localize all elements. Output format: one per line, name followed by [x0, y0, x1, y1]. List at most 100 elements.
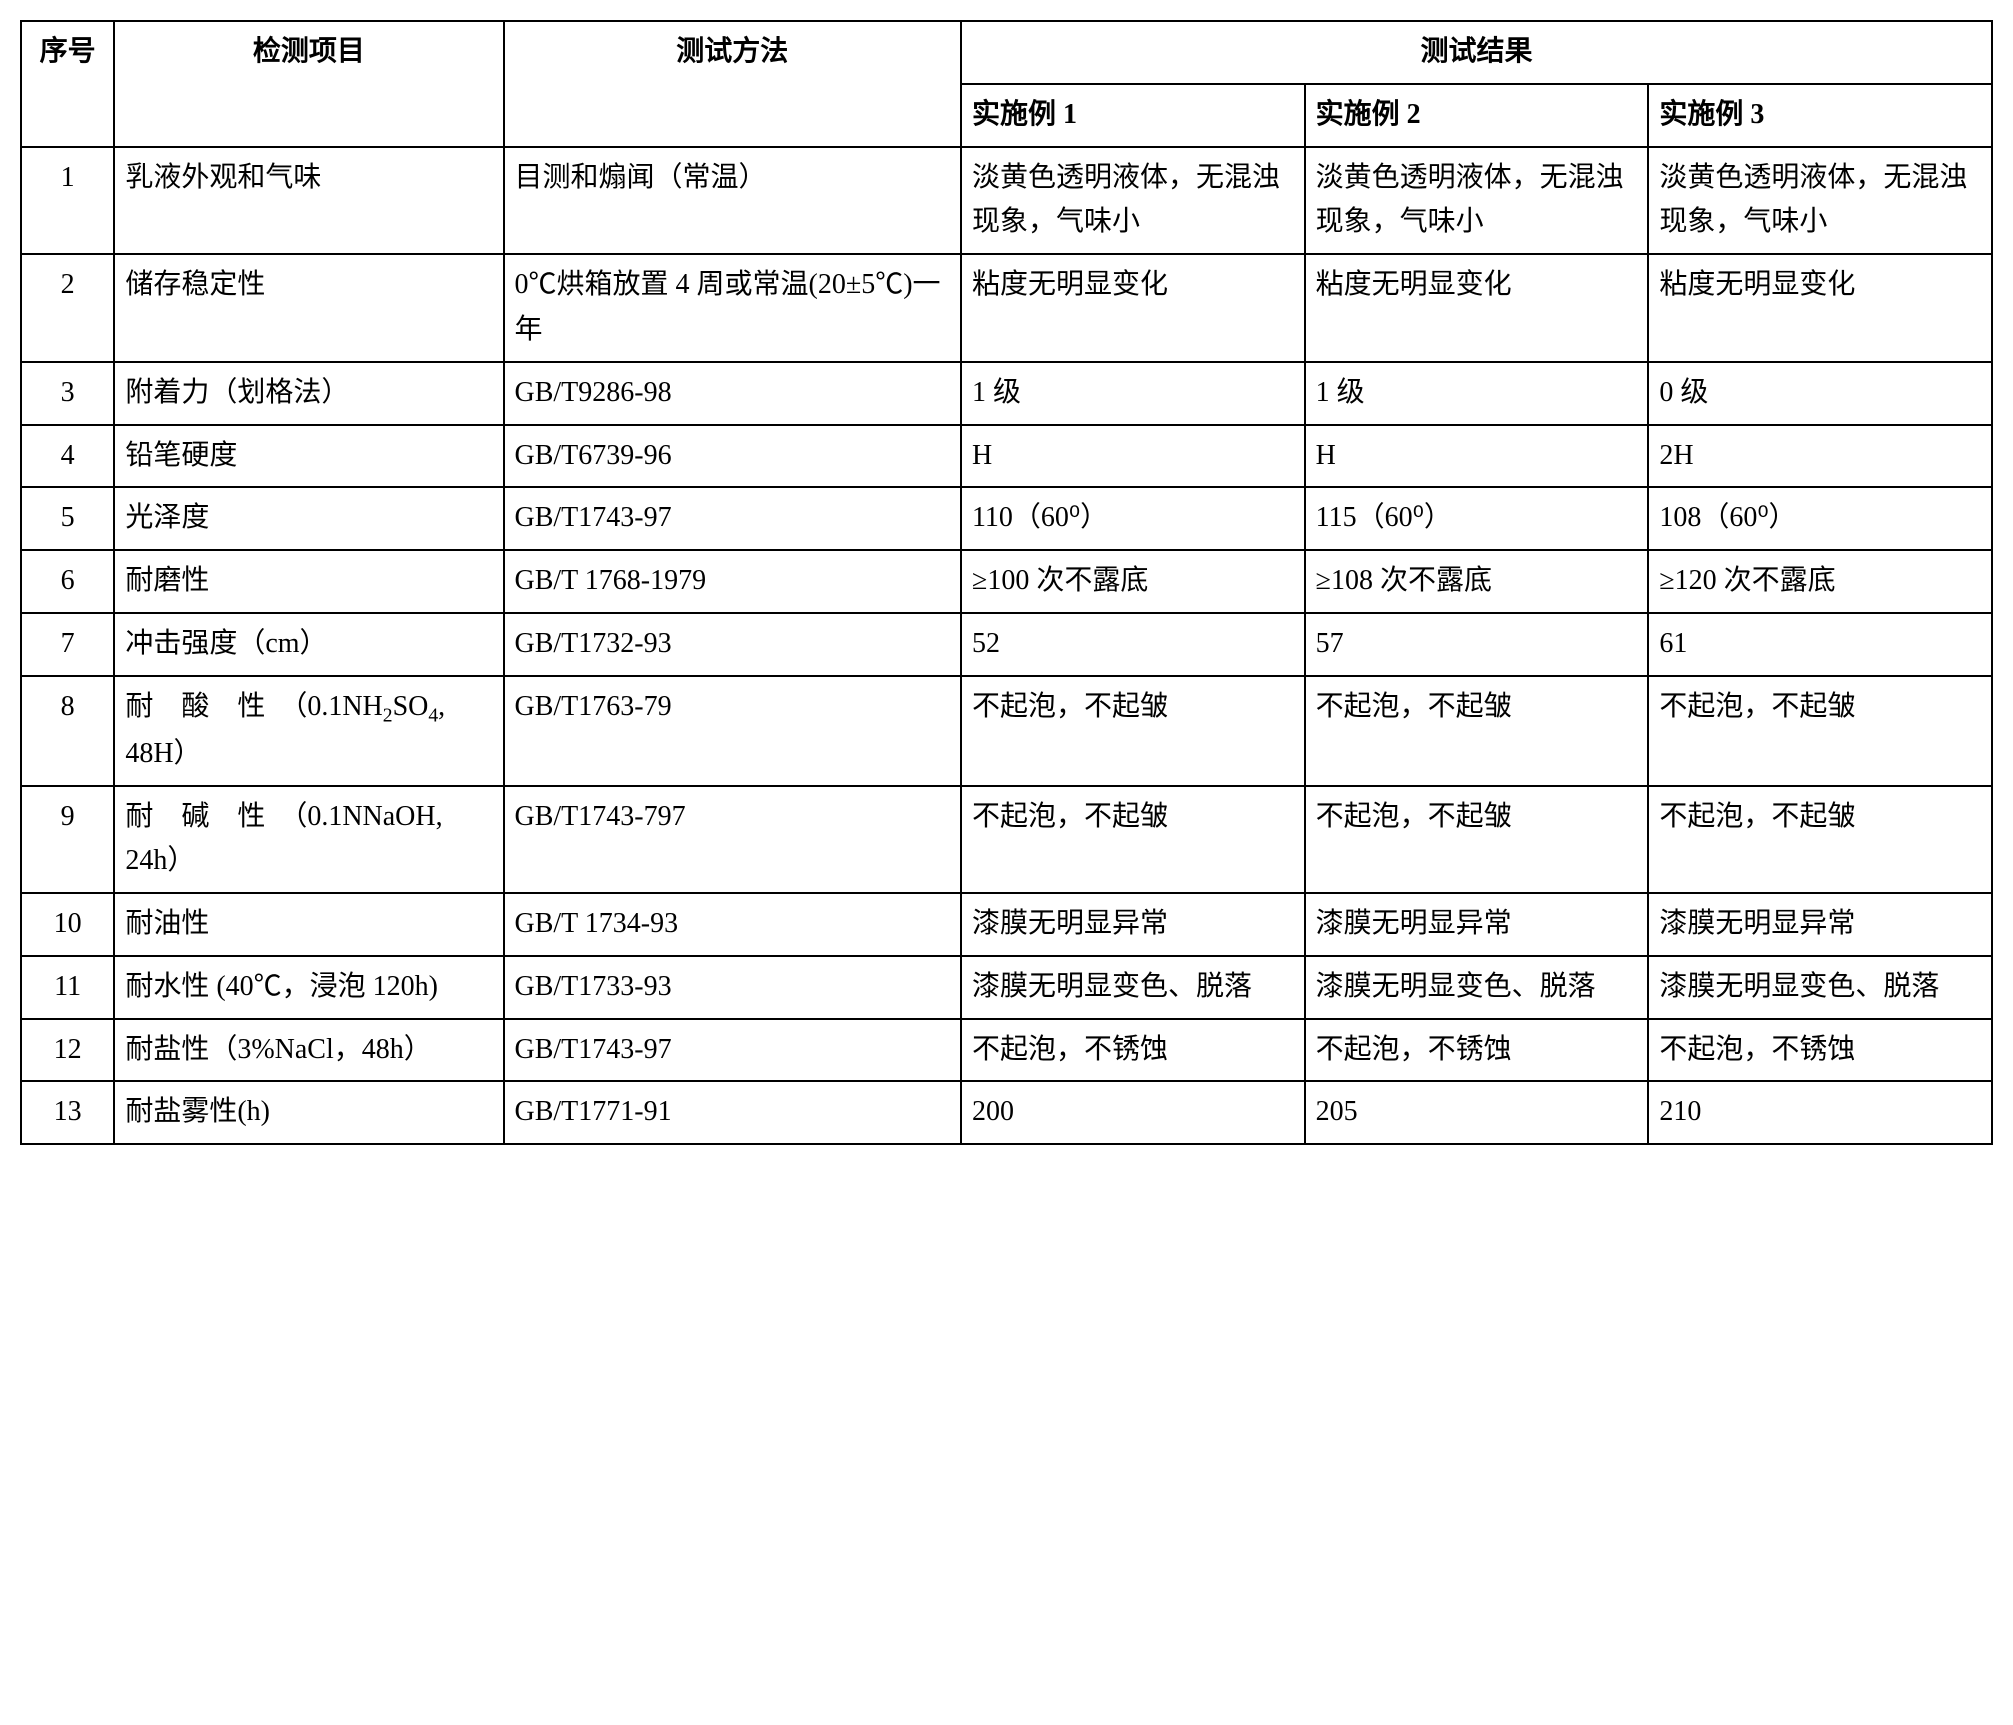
cell-seq: 2 — [21, 254, 114, 362]
cell-result-2: 漆膜无明显异常 — [1305, 893, 1649, 956]
cell-result-2: 粘度无明显变化 — [1305, 254, 1649, 362]
cell-result-2: 205 — [1305, 1081, 1649, 1144]
cell-method: GB/T 1768-1979 — [504, 550, 961, 613]
cell-result-3: 不起泡，不起皱 — [1648, 676, 1992, 786]
cell-result-3: 粘度无明显变化 — [1648, 254, 1992, 362]
cell-result-3: 不起泡，不起皱 — [1648, 786, 1992, 894]
table-row: 12耐盐性（3%NaCl，48h）GB/T1743-97不起泡，不锈蚀不起泡，不… — [21, 1019, 1992, 1082]
test-results-table: 序号 检测项目 测试方法 测试结果 实施例 1 实施例 2 实施例 3 1乳液外… — [20, 20, 1993, 1145]
header-method: 测试方法 — [504, 21, 961, 147]
cell-result-1: 不起泡，不起皱 — [961, 786, 1305, 894]
cell-result-3: 淡黄色透明液体，无混浊现象，气味小 — [1648, 147, 1992, 255]
cell-result-1: 1 级 — [961, 362, 1305, 425]
cell-seq: 8 — [21, 676, 114, 786]
cell-method: GB/T1763-79 — [504, 676, 961, 786]
cell-method: GB/T6739-96 — [504, 425, 961, 488]
cell-result-1: 淡黄色透明液体，无混浊现象，气味小 — [961, 147, 1305, 255]
header-row-1: 序号 检测项目 测试方法 测试结果 — [21, 21, 1992, 84]
cell-seq: 5 — [21, 487, 114, 550]
cell-result-1: 200 — [961, 1081, 1305, 1144]
cell-item: 冲击强度（cm） — [114, 613, 503, 676]
cell-seq: 9 — [21, 786, 114, 894]
cell-result-1: 不起泡，不起皱 — [961, 676, 1305, 786]
cell-result-2: 不起泡，不锈蚀 — [1305, 1019, 1649, 1082]
table-row: 2储存稳定性0℃烘箱放置 4 周或常温(20±5℃)一年粘度无明显变化粘度无明显… — [21, 254, 1992, 362]
cell-result-1: 粘度无明显变化 — [961, 254, 1305, 362]
cell-result-3: 108（60⁰） — [1648, 487, 1992, 550]
cell-method: GB/T1732-93 — [504, 613, 961, 676]
cell-result-3: 210 — [1648, 1081, 1992, 1144]
table-body: 1乳液外观和气味目测和煽闻（常温）淡黄色透明液体，无混浊现象，气味小淡黄色透明液… — [21, 147, 1992, 1145]
cell-result-3: 0 级 — [1648, 362, 1992, 425]
cell-result-2: 1 级 — [1305, 362, 1649, 425]
cell-method: GB/T1743-97 — [504, 1019, 961, 1082]
cell-method: 0℃烘箱放置 4 周或常温(20±5℃)一年 — [504, 254, 961, 362]
cell-result-1: 漆膜无明显变色、脱落 — [961, 956, 1305, 1019]
header-ex2: 实施例 2 — [1305, 84, 1649, 147]
table-row: 3附着力（划格法）GB/T9286-981 级1 级0 级 — [21, 362, 1992, 425]
cell-item: 耐油性 — [114, 893, 503, 956]
header-ex3: 实施例 3 — [1648, 84, 1992, 147]
cell-method: 目测和煽闻（常温） — [504, 147, 961, 255]
cell-result-3: 漆膜无明显变色、脱落 — [1648, 956, 1992, 1019]
cell-result-1: H — [961, 425, 1305, 488]
cell-method: GB/T1771-91 — [504, 1081, 961, 1144]
cell-result-2: 淡黄色透明液体，无混浊现象，气味小 — [1305, 147, 1649, 255]
header-result: 测试结果 — [961, 21, 1992, 84]
table-row: 5光泽度GB/T1743-97110（60⁰）115（60⁰）108（60⁰） — [21, 487, 1992, 550]
cell-seq: 6 — [21, 550, 114, 613]
header-item: 检测项目 — [114, 21, 503, 147]
cell-method: GB/T1743-797 — [504, 786, 961, 894]
table-row: 8耐 酸 性 （0.1NH2SO4, 48H）GB/T1763-79不起泡，不起… — [21, 676, 1992, 786]
table-row: 10耐油性GB/T 1734-93漆膜无明显异常漆膜无明显异常漆膜无明显异常 — [21, 893, 1992, 956]
cell-item: 铅笔硬度 — [114, 425, 503, 488]
cell-method: GB/T 1734-93 — [504, 893, 961, 956]
cell-seq: 12 — [21, 1019, 114, 1082]
cell-seq: 13 — [21, 1081, 114, 1144]
table-row: 6耐磨性GB/T 1768-1979≥100 次不露底≥108 次不露底≥120… — [21, 550, 1992, 613]
cell-item: 耐水性 (40℃，浸泡 120h) — [114, 956, 503, 1019]
table-row: 13耐盐雾性(h)GB/T1771-91200205210 — [21, 1081, 1992, 1144]
cell-item: 耐盐性（3%NaCl，48h） — [114, 1019, 503, 1082]
cell-item: 附着力（划格法） — [114, 362, 503, 425]
cell-result-2: 漆膜无明显变色、脱落 — [1305, 956, 1649, 1019]
cell-item: 光泽度 — [114, 487, 503, 550]
table-row: 9耐 碱 性 （0.1NNaOH, 24h）GB/T1743-797不起泡，不起… — [21, 786, 1992, 894]
cell-item: 耐 碱 性 （0.1NNaOH, 24h） — [114, 786, 503, 894]
cell-item: 耐磨性 — [114, 550, 503, 613]
cell-result-3: 不起泡，不锈蚀 — [1648, 1019, 1992, 1082]
cell-seq: 7 — [21, 613, 114, 676]
cell-result-1: 漆膜无明显异常 — [961, 893, 1305, 956]
cell-seq: 11 — [21, 956, 114, 1019]
cell-result-1: 52 — [961, 613, 1305, 676]
cell-item: 耐 酸 性 （0.1NH2SO4, 48H） — [114, 676, 503, 786]
cell-result-2: ≥108 次不露底 — [1305, 550, 1649, 613]
cell-result-1: 不起泡，不锈蚀 — [961, 1019, 1305, 1082]
cell-item: 耐盐雾性(h) — [114, 1081, 503, 1144]
cell-result-2: 不起泡，不起皱 — [1305, 676, 1649, 786]
table-row: 1乳液外观和气味目测和煽闻（常温）淡黄色透明液体，无混浊现象，气味小淡黄色透明液… — [21, 147, 1992, 255]
cell-method: GB/T9286-98 — [504, 362, 961, 425]
cell-result-3: 漆膜无明显异常 — [1648, 893, 1992, 956]
table-row: 4铅笔硬度GB/T6739-96HH2H — [21, 425, 1992, 488]
cell-method: GB/T1733-93 — [504, 956, 961, 1019]
cell-method: GB/T1743-97 — [504, 487, 961, 550]
table-row: 7冲击强度（cm）GB/T1732-93525761 — [21, 613, 1992, 676]
cell-seq: 10 — [21, 893, 114, 956]
cell-result-3: 2H — [1648, 425, 1992, 488]
cell-result-3: ≥120 次不露底 — [1648, 550, 1992, 613]
header-seq: 序号 — [21, 21, 114, 147]
cell-item: 储存稳定性 — [114, 254, 503, 362]
cell-result-2: H — [1305, 425, 1649, 488]
cell-seq: 1 — [21, 147, 114, 255]
cell-seq: 4 — [21, 425, 114, 488]
cell-result-2: 57 — [1305, 613, 1649, 676]
cell-result-1: ≥100 次不露底 — [961, 550, 1305, 613]
table-row: 11耐水性 (40℃，浸泡 120h)GB/T1733-93漆膜无明显变色、脱落… — [21, 956, 1992, 1019]
cell-result-2: 不起泡，不起皱 — [1305, 786, 1649, 894]
cell-seq: 3 — [21, 362, 114, 425]
header-ex1: 实施例 1 — [961, 84, 1305, 147]
cell-item: 乳液外观和气味 — [114, 147, 503, 255]
cell-result-1: 110（60⁰） — [961, 487, 1305, 550]
cell-result-3: 61 — [1648, 613, 1992, 676]
